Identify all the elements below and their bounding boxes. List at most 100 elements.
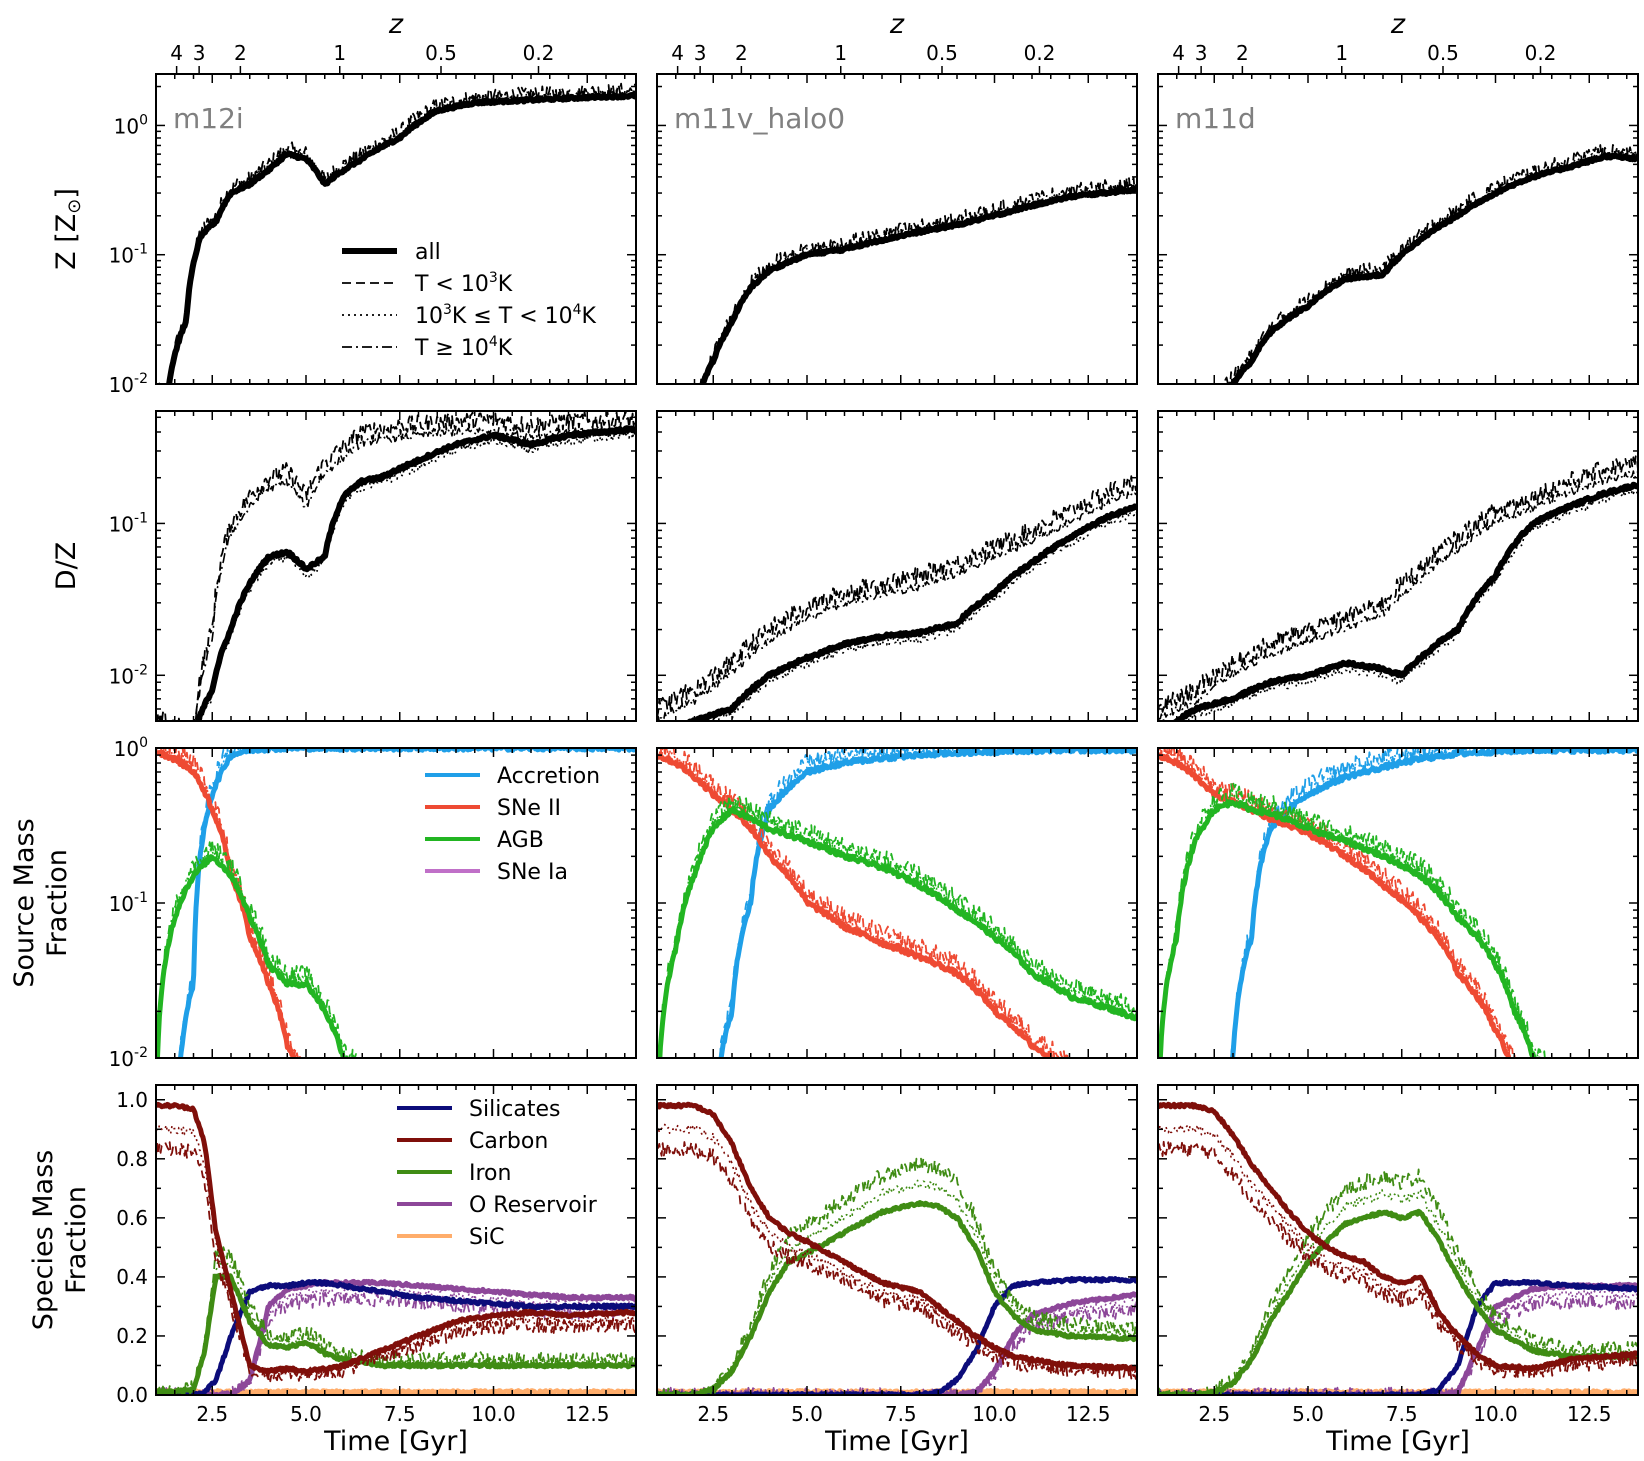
y-tick-base: 10 bbox=[109, 892, 134, 916]
z-tick-label: 0.5 bbox=[1427, 41, 1459, 65]
z-tick-label: 1 bbox=[834, 41, 847, 65]
cold-gas-line bbox=[156, 411, 636, 721]
panel-frame bbox=[155, 73, 637, 385]
sneII-warm-line bbox=[1158, 748, 1513, 1058]
legend-label-text: 10 bbox=[415, 304, 443, 329]
z-tick-label: 3 bbox=[1195, 41, 1208, 65]
x-tick-label: 2.5 bbox=[1198, 1402, 1230, 1426]
y-tick-exponent: -2 bbox=[134, 371, 148, 387]
accretion-all-line bbox=[1230, 748, 1638, 1058]
cold-gas-line bbox=[158, 82, 636, 384]
panel-m11v_halo0-source_fraction bbox=[656, 747, 1138, 1059]
sneII-cold-line bbox=[659, 748, 1087, 1058]
z-tick-label: 3 bbox=[694, 41, 707, 65]
panel-m11d-species_fraction: 2.5 5.0 7.5 10.0 12.5 Time [Gyr] bbox=[1157, 1084, 1639, 1457]
sneII-all-line bbox=[1158, 752, 1512, 1058]
y-tick-base: 10 bbox=[114, 114, 139, 138]
legend-label: O Reservoir bbox=[469, 1193, 598, 1218]
all-gas-line bbox=[166, 91, 636, 384]
x-tick-label: 5.0 bbox=[791, 1402, 823, 1426]
panel-frame bbox=[155, 410, 637, 722]
hot-gas-line bbox=[1229, 153, 1638, 384]
legend-label: Accretion bbox=[497, 764, 600, 789]
agb-cold-line bbox=[658, 794, 1137, 1058]
legend-label: Silicates bbox=[469, 1097, 561, 1122]
plot-lines bbox=[1158, 1101, 1638, 1395]
x-tick-label: 10.0 bbox=[471, 1402, 516, 1426]
z-axis-label: z bbox=[889, 9, 905, 40]
z-tick-label: 2 bbox=[735, 41, 748, 65]
panel-m12i-species_fraction: 2.5 5.0 7.5 10.0 12.5 Time [Gyr] 0.0 0.2 0.4 0.6 0… bbox=[116, 1084, 637, 1457]
panel-m11v_halo0-metallicity: 4 3 2 1 0.5 0.2 z m11v_halo0 bbox=[656, 9, 1138, 385]
plot-lines bbox=[1158, 455, 1638, 721]
y-tick-label: 0.2 bbox=[116, 1324, 148, 1348]
accretion-warm-line bbox=[179, 748, 636, 1058]
sneII-cold-line bbox=[156, 748, 301, 1058]
o_reservoir-all-line bbox=[657, 1291, 1137, 1395]
z-tick-label: 0.2 bbox=[1024, 41, 1056, 65]
legend-species: Silicates Carbon Iron O Reservoir SiC bbox=[397, 1097, 598, 1250]
plot-lines bbox=[657, 748, 1137, 1058]
iron-cold-line bbox=[1158, 1168, 1638, 1395]
panel-frame bbox=[155, 747, 637, 1059]
sneII-cold-line bbox=[1159, 748, 1516, 1058]
x-tick-label: 12.5 bbox=[1066, 1402, 1111, 1426]
x-tick-label: 10.0 bbox=[1473, 1402, 1518, 1426]
y-tick-label: 10-1 bbox=[109, 510, 148, 536]
all-gas-line bbox=[685, 503, 1137, 721]
y-tick-label: 10-1 bbox=[109, 242, 148, 268]
o_reservoir-cold-line bbox=[156, 1291, 636, 1395]
legend-label-sup: 3 bbox=[443, 302, 452, 318]
legend-source: Accretion SNe II AGB SNe Ia bbox=[425, 764, 600, 885]
y-tick-exponent: 0 bbox=[139, 112, 148, 128]
y-tick-label: 0.6 bbox=[116, 1206, 148, 1230]
panel-frame bbox=[155, 1084, 637, 1396]
panel-m11v_halo0-species_fraction: 2.5 5.0 7.5 10.0 12.5 Time [Gyr] bbox=[656, 1084, 1138, 1457]
plot-lines bbox=[698, 176, 1137, 384]
z-tick-label: 4 bbox=[671, 41, 684, 65]
y-axis-label-dust: D/Z bbox=[51, 542, 82, 590]
legend-label: SNe Ia bbox=[497, 860, 568, 885]
all-gas-line bbox=[194, 425, 636, 721]
all-gas-line bbox=[699, 186, 1137, 384]
legend-label-sup: 4 bbox=[489, 334, 498, 350]
cold-gas-line bbox=[1218, 144, 1638, 384]
sneII-all-line bbox=[156, 749, 297, 1058]
agb-all-line bbox=[657, 805, 1137, 1058]
x-tick-label: 5.0 bbox=[290, 1402, 322, 1426]
iron-warm-line bbox=[1158, 1188, 1638, 1395]
y-tick-exponent: -1 bbox=[134, 890, 148, 906]
y-axis-label-source-2: Fraction bbox=[42, 849, 73, 957]
x-tick-label: 10.0 bbox=[972, 1402, 1017, 1426]
legend-label: T < 103K bbox=[414, 270, 513, 297]
y-tick-exponent: -2 bbox=[134, 1045, 148, 1061]
plot-lines bbox=[657, 475, 1137, 721]
o_reservoir-warm-line bbox=[657, 1298, 1137, 1395]
carbon-all-line bbox=[156, 1101, 636, 1375]
plot-lines bbox=[156, 411, 636, 721]
panel-frame bbox=[1157, 73, 1639, 385]
y-tick-base: 10 bbox=[114, 737, 139, 761]
plot-lines bbox=[657, 1101, 1137, 1395]
z-tick-label: 0.5 bbox=[926, 41, 958, 65]
warm-gas-line bbox=[1224, 149, 1638, 384]
cold-gas-line bbox=[698, 176, 1137, 384]
agb-cold-line bbox=[1158, 782, 1549, 1058]
legend-label-text: T < 10 bbox=[414, 272, 489, 297]
legend-label-tail: K bbox=[582, 304, 597, 329]
legend-label-text: T ≥ 10 bbox=[414, 336, 489, 361]
accretion-all-line bbox=[718, 748, 1137, 1058]
warm-gas-line bbox=[700, 182, 1137, 384]
legend-label-sup2: 4 bbox=[573, 302, 582, 318]
panel-title: m11d bbox=[1175, 102, 1256, 135]
legend-label: SiC bbox=[469, 1225, 504, 1250]
x-tick-label: 7.5 bbox=[1386, 1402, 1418, 1426]
z-tick-label: 1 bbox=[333, 41, 346, 65]
x-tick-label: 7.5 bbox=[885, 1402, 917, 1426]
panel-title: m12i bbox=[173, 102, 244, 135]
panel-frame bbox=[656, 410, 1138, 722]
legend-label-tail: K bbox=[498, 336, 513, 361]
